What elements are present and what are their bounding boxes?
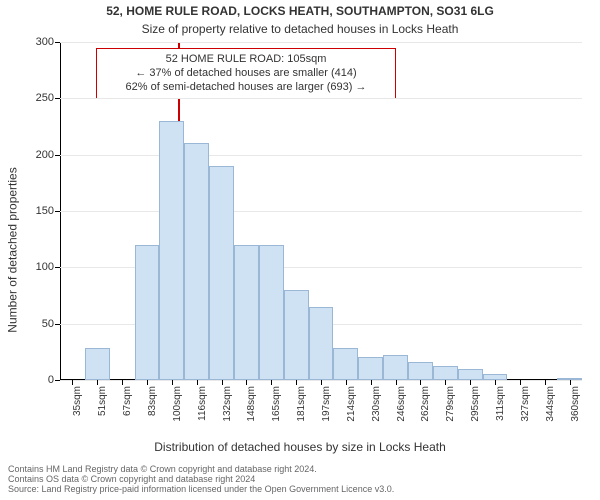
ytick-mark <box>55 267 60 268</box>
histogram-bar <box>383 355 408 380</box>
xtick-label: 311sqm <box>495 386 506 421</box>
xtick-mark <box>495 380 496 385</box>
xtick-mark <box>97 380 98 385</box>
ytick-mark <box>55 155 60 156</box>
ytick-label: 250 <box>36 92 54 104</box>
ytick-mark <box>55 380 60 381</box>
xtick-label: 116sqm <box>197 386 208 421</box>
xtick-label: 262sqm <box>420 386 431 422</box>
title-main: 52, HOME RULE ROAD, LOCKS HEATH, SOUTHAM… <box>0 4 600 18</box>
xtick-mark <box>246 380 247 385</box>
xtick-label: 197sqm <box>321 386 332 422</box>
ytick-label: 150 <box>36 205 54 217</box>
ytick-label: 300 <box>36 36 54 48</box>
histogram-bar <box>458 369 483 380</box>
xtick-label: 148sqm <box>246 386 257 422</box>
xtick-mark <box>172 380 173 385</box>
annotation-line-3: 62% of semi-detached houses are larger (… <box>105 81 387 95</box>
ytick-label: 50 <box>42 318 54 330</box>
ytick-label: 200 <box>36 149 54 161</box>
xtick-label: 181sqm <box>296 386 307 422</box>
histogram-bar <box>358 357 383 380</box>
xtick-label: 230sqm <box>371 386 382 422</box>
footer-line-1: Contains HM Land Registry data © Crown c… <box>8 464 592 474</box>
xtick-mark <box>470 380 471 385</box>
xtick-label: 279sqm <box>445 386 456 422</box>
x-axis-label: Distribution of detached houses by size … <box>0 440 600 454</box>
xtick-mark <box>346 380 347 385</box>
histogram-bar <box>85 348 110 380</box>
xtick-mark <box>296 380 297 385</box>
xtick-label: 51sqm <box>97 386 108 416</box>
xtick-mark <box>271 380 272 385</box>
xtick-mark <box>222 380 223 385</box>
xtick-label: 132sqm <box>222 386 233 422</box>
histogram-bar <box>209 166 234 380</box>
ytick-mark <box>55 98 60 99</box>
ytick-mark <box>55 42 60 43</box>
xtick-label: 165sqm <box>271 386 282 422</box>
xtick-mark <box>122 380 123 385</box>
ytick-mark <box>55 324 60 325</box>
xtick-mark <box>420 380 421 385</box>
gridline-h <box>60 42 582 43</box>
xtick-label: 35sqm <box>72 386 83 416</box>
histogram-bar <box>135 245 160 380</box>
xtick-mark <box>570 380 571 385</box>
xtick-mark <box>520 380 521 385</box>
xtick-mark <box>321 380 322 385</box>
footer-line-2: Contains OS data © Crown copyright and d… <box>8 474 592 484</box>
xtick-mark <box>197 380 198 385</box>
xtick-label: 83sqm <box>147 386 158 416</box>
xtick-mark <box>445 380 446 385</box>
xtick-label: 67sqm <box>122 386 133 416</box>
xtick-mark <box>371 380 372 385</box>
histogram-bar <box>234 245 259 380</box>
chart-container: 52, HOME RULE ROAD, LOCKS HEATH, SOUTHAM… <box>0 0 600 500</box>
footer-line-3: Source: Land Registry price-paid informa… <box>8 484 592 494</box>
y-axis-label: Number of detached properties <box>5 167 19 332</box>
xtick-label: 344sqm <box>545 386 556 422</box>
plot-area: 52 HOME RULE ROAD: 105sqm ← 37% of detac… <box>60 42 582 380</box>
xtick-mark <box>545 380 546 385</box>
ytick-label: 0 <box>48 374 54 386</box>
xtick-label: 246sqm <box>396 386 407 422</box>
histogram-bar <box>433 366 458 380</box>
xtick-mark <box>396 380 397 385</box>
xtick-label: 295sqm <box>470 386 481 422</box>
footer: Contains HM Land Registry data © Crown c… <box>8 464 592 494</box>
xtick-mark <box>72 380 73 385</box>
gridline-h <box>60 155 582 156</box>
histogram-bar <box>309 307 334 380</box>
gridline-h <box>60 211 582 212</box>
histogram-bar <box>259 245 284 380</box>
title-sub: Size of property relative to detached ho… <box>0 22 600 36</box>
histogram-bar <box>333 348 358 380</box>
xtick-label: 100sqm <box>172 386 183 422</box>
xtick-label: 360sqm <box>570 386 581 422</box>
annotation-line-2: ← 37% of detached houses are smaller (41… <box>105 67 387 81</box>
xtick-label: 214sqm <box>346 386 357 422</box>
histogram-bar <box>408 362 433 380</box>
ytick-mark <box>55 211 60 212</box>
xtick-mark <box>147 380 148 385</box>
histogram-bar <box>284 290 309 380</box>
gridline-h <box>60 98 582 99</box>
annotation-box: 52 HOME RULE ROAD: 105sqm ← 37% of detac… <box>96 48 396 99</box>
histogram-bar <box>159 121 184 380</box>
histogram-bar <box>184 143 209 380</box>
ytick-label: 100 <box>36 261 54 273</box>
annotation-line-1: 52 HOME RULE ROAD: 105sqm <box>105 53 387 67</box>
xtick-label: 327sqm <box>520 386 531 422</box>
